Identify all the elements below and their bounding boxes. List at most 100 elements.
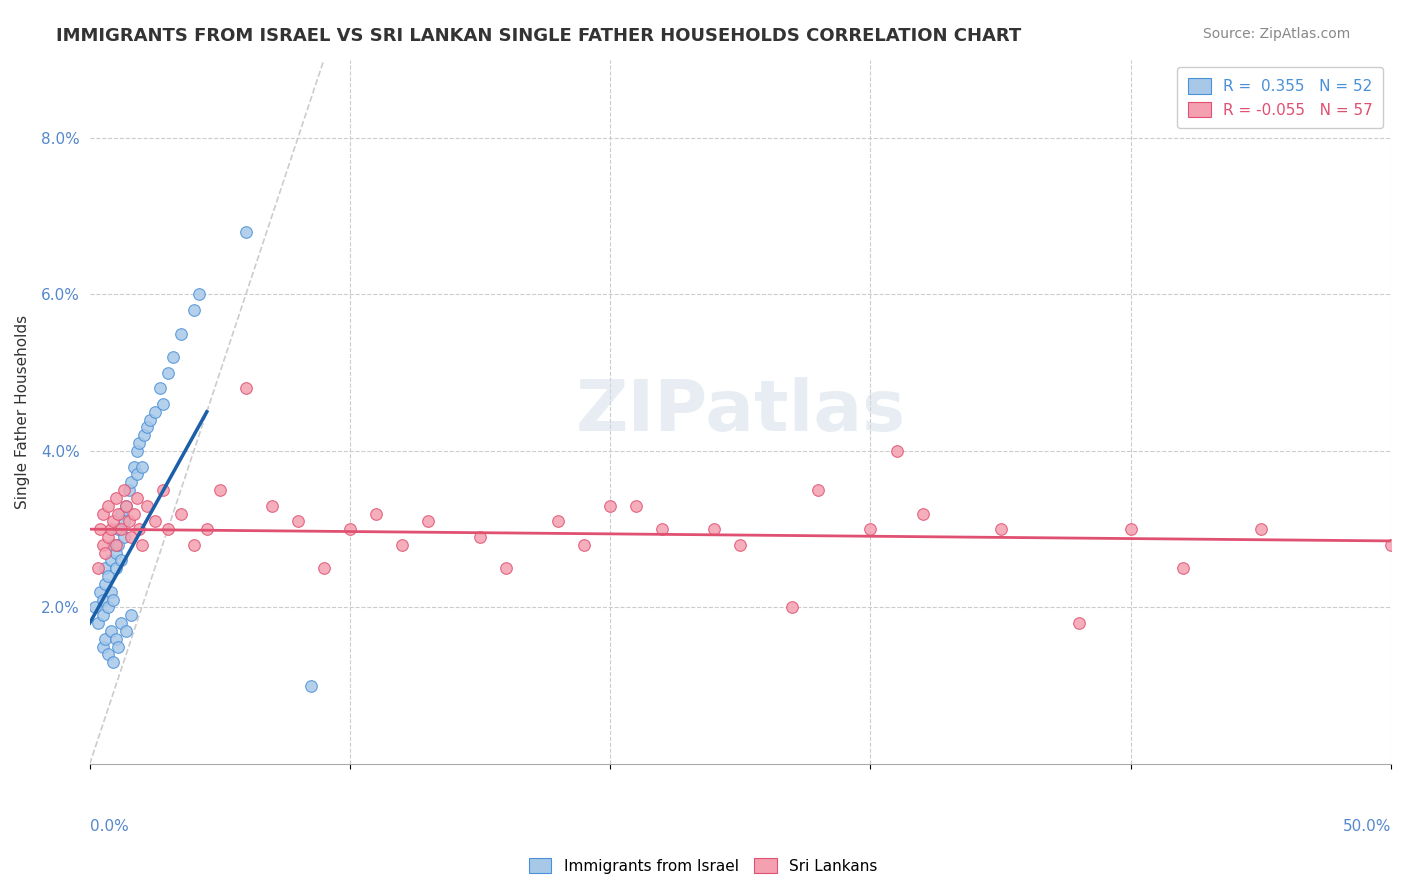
- Point: [1119, 522, 1142, 536]
- Point: [100, 522, 122, 536]
- Point: [364, 507, 387, 521]
- Point: [1250, 522, 1272, 536]
- Point: [287, 514, 309, 528]
- Point: [91, 507, 114, 521]
- Point: [91, 538, 114, 552]
- Point: [84, 600, 107, 615]
- Point: [104, 561, 127, 575]
- Point: [112, 483, 135, 497]
- Point: [468, 530, 491, 544]
- Point: [136, 420, 159, 434]
- Point: [574, 538, 596, 552]
- Point: [112, 530, 135, 544]
- Point: [120, 475, 142, 490]
- Point: [101, 538, 124, 552]
- Point: [260, 499, 283, 513]
- Point: [91, 592, 114, 607]
- Point: [136, 499, 159, 513]
- Point: [107, 507, 129, 521]
- Point: [125, 467, 148, 482]
- Point: [107, 522, 129, 536]
- Point: [115, 624, 138, 638]
- Point: [208, 483, 231, 497]
- Point: [86, 616, 108, 631]
- Point: [94, 577, 117, 591]
- Point: [110, 553, 132, 567]
- Point: [299, 679, 322, 693]
- Point: [162, 350, 184, 364]
- Point: [886, 444, 908, 458]
- Point: [1379, 538, 1402, 552]
- Point: [112, 514, 135, 528]
- Point: [149, 381, 172, 395]
- Point: [110, 522, 132, 536]
- Point: [101, 514, 124, 528]
- Point: [156, 366, 179, 380]
- Point: [89, 584, 111, 599]
- Point: [183, 303, 205, 318]
- Point: [391, 538, 413, 552]
- Text: ZIPatlas: ZIPatlas: [575, 377, 905, 446]
- Point: [170, 326, 193, 341]
- Point: [115, 499, 138, 513]
- Point: [104, 632, 127, 646]
- Point: [115, 499, 138, 513]
- Point: [100, 624, 122, 638]
- Point: [94, 632, 117, 646]
- Point: [131, 538, 153, 552]
- Point: [97, 569, 120, 583]
- Point: [782, 600, 804, 615]
- Point: [339, 522, 361, 536]
- Point: [651, 522, 673, 536]
- Point: [128, 522, 150, 536]
- Point: [626, 499, 648, 513]
- Point: [122, 507, 145, 521]
- Point: [97, 648, 120, 662]
- Point: [807, 483, 830, 497]
- Text: IMMIGRANTS FROM ISRAEL VS SRI LANKAN SINGLE FATHER HOUSEHOLDS CORRELATION CHART: IMMIGRANTS FROM ISRAEL VS SRI LANKAN SIN…: [56, 27, 1022, 45]
- Point: [416, 514, 439, 528]
- Point: [859, 522, 882, 536]
- Point: [97, 600, 120, 615]
- Point: [134, 428, 156, 442]
- Point: [143, 514, 166, 528]
- Point: [138, 412, 160, 426]
- Point: [235, 381, 257, 395]
- Point: [125, 491, 148, 505]
- Point: [86, 561, 108, 575]
- Point: [1067, 616, 1090, 631]
- Point: [183, 538, 205, 552]
- Point: [100, 584, 122, 599]
- Point: [547, 514, 569, 528]
- Point: [104, 546, 127, 560]
- Point: [104, 491, 127, 505]
- Point: [101, 655, 124, 669]
- Point: [107, 640, 129, 654]
- Text: 0.0%: 0.0%: [90, 819, 128, 834]
- Legend: R =  0.355   N = 52, R = -0.055   N = 57: R = 0.355 N = 52, R = -0.055 N = 57: [1177, 67, 1384, 128]
- Point: [730, 538, 752, 552]
- Point: [312, 561, 335, 575]
- Point: [131, 459, 153, 474]
- Point: [122, 459, 145, 474]
- Point: [100, 553, 122, 567]
- Point: [235, 225, 257, 239]
- Point: [97, 530, 120, 544]
- Point: [195, 522, 218, 536]
- Point: [911, 507, 934, 521]
- Point: [110, 507, 132, 521]
- Point: [94, 561, 117, 575]
- Point: [101, 592, 124, 607]
- Point: [152, 483, 174, 497]
- Point: [703, 522, 725, 536]
- Point: [118, 514, 141, 528]
- Point: [1171, 561, 1194, 575]
- Point: [94, 546, 117, 560]
- Point: [118, 483, 141, 497]
- Point: [495, 561, 517, 575]
- Text: Source: ZipAtlas.com: Source: ZipAtlas.com: [1202, 27, 1350, 41]
- Legend: Immigrants from Israel, Sri Lankans: Immigrants from Israel, Sri Lankans: [517, 847, 889, 884]
- Point: [143, 405, 166, 419]
- Point: [152, 397, 174, 411]
- Point: [97, 499, 120, 513]
